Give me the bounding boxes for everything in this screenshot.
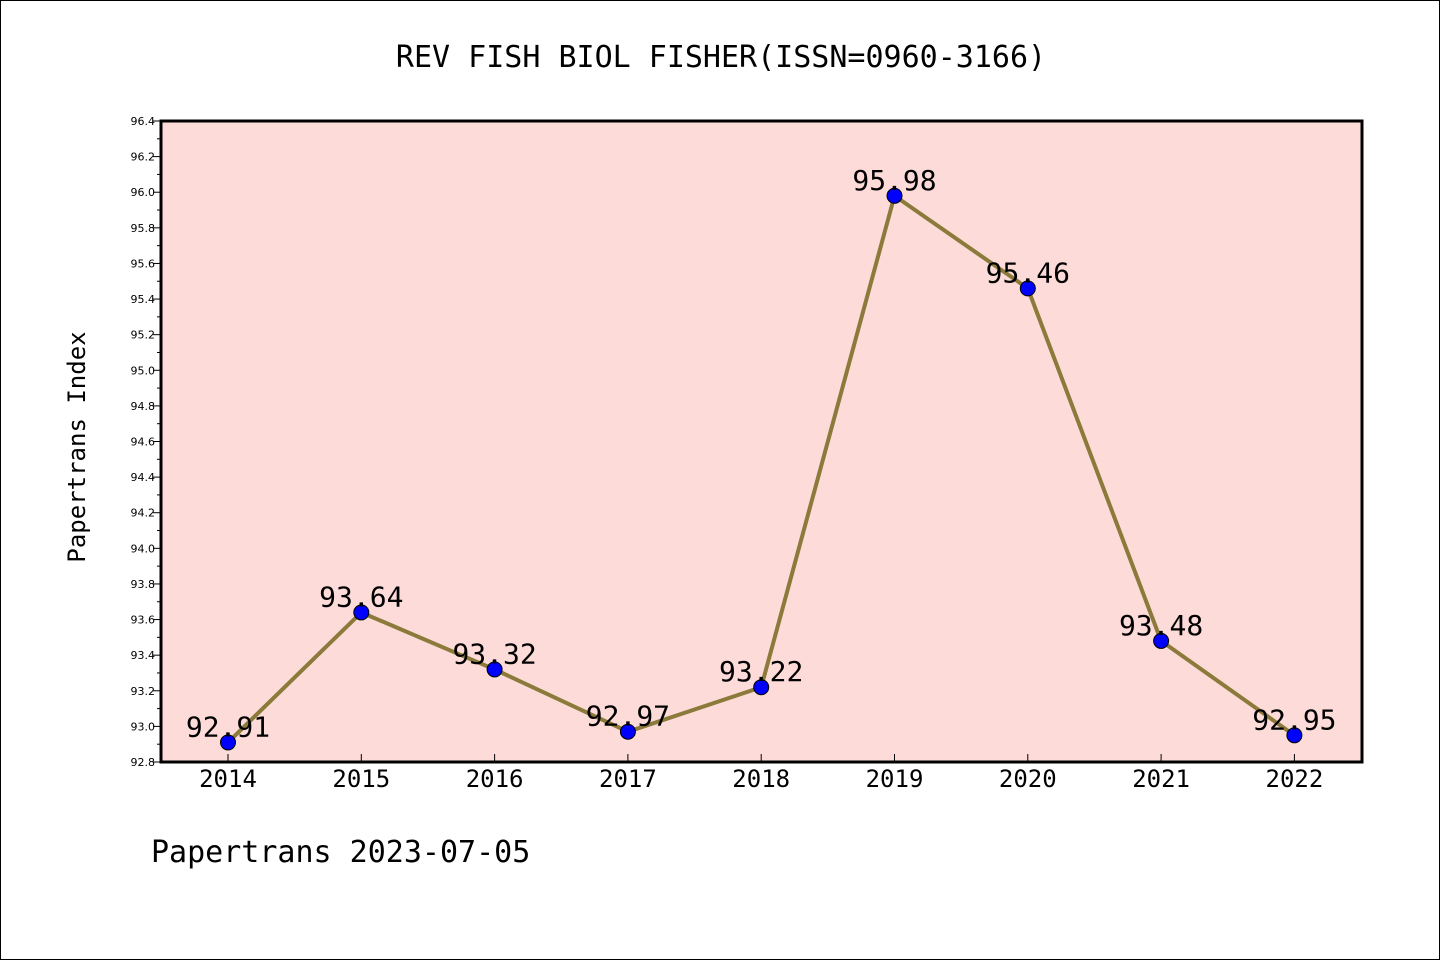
y-tick-label: 93.0: [131, 720, 156, 733]
y-tick-label: 96.4: [131, 115, 156, 128]
y-tick-label: 93.8: [131, 578, 156, 591]
data-point: [1286, 727, 1303, 744]
data-point: [753, 679, 770, 696]
data-labels: 92.91 93.64 93.32 92.97 93.22 95.98 95.46 93.48…: [186, 164, 1337, 744]
data-label: 93.48: [1119, 609, 1203, 642]
y-tick-label: 94.8: [131, 400, 156, 413]
x-tick-label: 2016: [466, 765, 524, 793]
y-tick-label: 96.0: [131, 186, 156, 199]
x-tick-label: 2020: [999, 765, 1057, 793]
y-tick-label: 93.2: [131, 685, 156, 698]
x-axis-ticks: 2014 2015 2016 2017 2018 2019 2020 2021 2022: [199, 754, 1323, 793]
y-tick-label: 95.8: [131, 222, 156, 235]
data-label: 92.95: [1252, 703, 1336, 736]
data-point: [220, 734, 236, 751]
y-tick-label: 94.0: [131, 542, 156, 555]
y-tick-label: 94.6: [131, 436, 156, 449]
data-point: [886, 187, 903, 204]
y-tick-label: 96.2: [131, 151, 156, 164]
data-point: [1153, 632, 1170, 649]
data-label: 95.98: [852, 164, 936, 197]
chart-title: REV FISH BIOL FISHER(ISSN=0960-3166): [396, 40, 1046, 75]
data-label: 92.97: [586, 700, 670, 733]
data-label: 92.91: [186, 710, 270, 743]
data-point: [1019, 280, 1036, 297]
x-tick-label: 2014: [199, 765, 257, 793]
data-label: 95.46: [986, 256, 1070, 289]
x-tick-label: 2017: [599, 765, 657, 793]
data-label: 93.64: [319, 580, 403, 613]
y-tick-label: 93.4: [131, 649, 156, 662]
y-tick-label: 92.8: [131, 756, 156, 769]
data-point: [486, 661, 503, 678]
y-tick-label: 93.6: [131, 614, 156, 627]
data-point: [353, 604, 370, 621]
y-axis-label: Papertrans Index: [63, 331, 91, 562]
footer-text: Papertrans 2023-07-05: [151, 835, 531, 870]
y-tick-label: 94.2: [131, 507, 156, 520]
x-tick-label: 2022: [1266, 765, 1324, 793]
y-tick-label: 94.4: [131, 471, 156, 484]
x-tick-label: 2021: [1132, 765, 1190, 793]
plot-area: [161, 121, 1362, 762]
x-tick-label: 2015: [332, 765, 390, 793]
data-label: 93.22: [719, 655, 803, 688]
data-point: [619, 723, 636, 740]
data-label: 93.32: [452, 637, 536, 670]
series-layer: [220, 187, 1303, 751]
y-tick-label: 95.4: [131, 293, 156, 306]
y-axis-ticks: 92.8 93.0 93.2 93.4 93.6 93.8 94.0 94.2 94.4 94.6…: [131, 115, 161, 769]
x-tick-label: 2018: [732, 765, 790, 793]
y-tick-label: 95.0: [131, 364, 156, 377]
y-tick-label: 95.6: [131, 257, 156, 270]
y-tick-label: 95.2: [131, 329, 156, 342]
plot-border: [159, 119, 1364, 764]
x-tick-label: 2019: [866, 765, 924, 793]
